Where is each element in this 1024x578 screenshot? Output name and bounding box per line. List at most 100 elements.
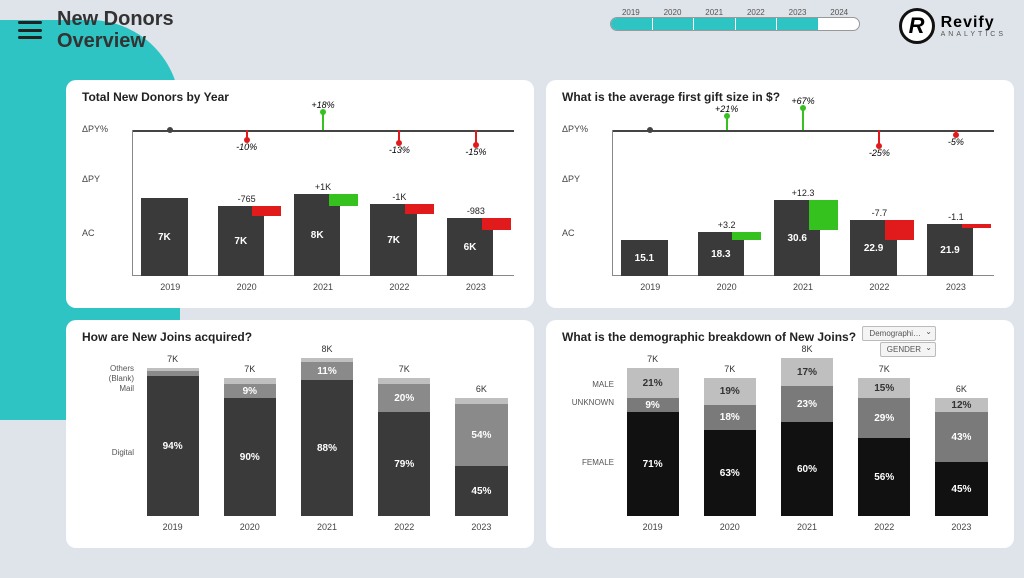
logo-mark: R bbox=[899, 8, 935, 44]
stack-segment: 19% bbox=[704, 378, 756, 405]
delta-abs-label: +12.3 bbox=[792, 188, 815, 198]
delta-abs-label: -7.7 bbox=[872, 208, 888, 218]
slider-segment[interactable] bbox=[653, 18, 695, 30]
delta-pct-label: -15% bbox=[465, 147, 486, 157]
row-label: AC bbox=[562, 228, 575, 238]
bar-value: 30.6 bbox=[787, 233, 806, 244]
chart-column: -15%6K-9832023 bbox=[438, 108, 514, 276]
card-title: Total New Donors by Year bbox=[82, 90, 518, 104]
delta-pct-label: +67% bbox=[791, 96, 814, 106]
brand-sub: ANALYTICS bbox=[941, 31, 1006, 38]
column-total: 7K bbox=[852, 364, 917, 374]
variance-chart-donors: ΔPY%ΔPYAC7K2019-10%7K-7652020+18%8K+1K20… bbox=[82, 108, 518, 294]
x-axis-label: 2023 bbox=[449, 522, 514, 532]
stack-segment: 15% bbox=[858, 378, 910, 398]
x-axis-label: 2021 bbox=[774, 522, 839, 532]
slider-segment[interactable] bbox=[819, 18, 860, 30]
x-axis-label: 2022 bbox=[372, 522, 437, 532]
chart-column: 7K2019 bbox=[132, 108, 208, 276]
legend-label: UNKNOWN bbox=[572, 398, 614, 407]
legend-label: (Blank) bbox=[109, 374, 134, 383]
bar-value: 7K bbox=[387, 235, 400, 246]
delta-abs-label: +1K bbox=[315, 182, 331, 192]
x-axis-label: 2021 bbox=[765, 282, 841, 292]
row-label: AC bbox=[82, 228, 95, 238]
column-total: 8K bbox=[774, 344, 839, 354]
delta-pct-label: -25% bbox=[869, 148, 890, 158]
x-axis-label: 2019 bbox=[140, 522, 205, 532]
column-total: 7K bbox=[140, 354, 205, 364]
column-total: 6K bbox=[449, 384, 514, 394]
delta-pct-label: +18% bbox=[311, 100, 334, 110]
chart-column: 8K60%23%17%2021 bbox=[774, 358, 839, 516]
bar-value: 8K bbox=[311, 230, 324, 241]
column-total: 8K bbox=[294, 344, 359, 354]
x-axis-label: 2023 bbox=[438, 282, 514, 292]
stack-segment: 20% bbox=[378, 384, 430, 412]
stack-segment: 12% bbox=[935, 398, 987, 412]
delta-abs-label: -1K bbox=[392, 192, 406, 202]
stack-segment: 90% bbox=[224, 398, 276, 516]
chart-column: -5%21.9-1.12023 bbox=[918, 108, 994, 276]
row-label: ΔPY bbox=[562, 174, 580, 184]
chart-column: -10%7K-7652020 bbox=[208, 108, 284, 276]
chart-legend: Others(Blank)MailDigital bbox=[82, 358, 138, 516]
chart-column: 7K63%18%19%2020 bbox=[697, 358, 762, 516]
card-title: What is the average first gift size in $… bbox=[562, 90, 998, 104]
bar-value: 6K bbox=[464, 242, 477, 253]
column-total: 7K bbox=[372, 364, 437, 374]
card-avg-first-gift: What is the average first gift size in $… bbox=[546, 80, 1014, 308]
chart-column: 6K45%54%2023 bbox=[449, 358, 514, 516]
x-axis-label: 2021 bbox=[285, 282, 361, 292]
stack-segment: 23% bbox=[781, 386, 833, 422]
slider-year-label: 2019 bbox=[610, 8, 652, 17]
column-total: 7K bbox=[697, 364, 762, 374]
demographic-dropdown[interactable]: Demographi… bbox=[862, 326, 936, 341]
slider-segment[interactable] bbox=[736, 18, 778, 30]
header: New Donors Overview 20192020202120222023… bbox=[0, 0, 1024, 60]
row-label: ΔPY% bbox=[562, 124, 588, 134]
chart-column: 7K90%9%2020 bbox=[217, 358, 282, 516]
x-axis-label: 2023 bbox=[929, 522, 994, 532]
bar-value: 21.9 bbox=[940, 245, 959, 256]
stack-segment: 94% bbox=[147, 376, 199, 516]
menu-icon[interactable] bbox=[18, 21, 42, 39]
column-total: 7K bbox=[620, 354, 685, 364]
stacked-chart-acquisition: Others(Blank)MailDigital7K94%20197K90%9%… bbox=[82, 348, 518, 534]
stack-segment: 88% bbox=[301, 380, 353, 516]
stack-segment: 45% bbox=[455, 466, 507, 516]
legend-label: Mail bbox=[119, 384, 134, 393]
stack-segment: 79% bbox=[378, 412, 430, 516]
row-label: ΔPY% bbox=[82, 124, 108, 134]
row-label: ΔPY bbox=[82, 174, 100, 184]
x-axis-label: 2022 bbox=[361, 282, 437, 292]
stack-segment: 60% bbox=[781, 422, 833, 516]
x-axis-label: 2019 bbox=[132, 282, 208, 292]
slider-segment[interactable] bbox=[777, 18, 819, 30]
legend-label: FEMALE bbox=[582, 458, 614, 467]
x-axis-label: 2022 bbox=[852, 522, 917, 532]
brand-logo: R Revify ANALYTICS bbox=[899, 8, 1006, 44]
slider-year-label: 2023 bbox=[777, 8, 819, 17]
stack-segment: 9% bbox=[627, 398, 679, 412]
card-demographics: What is the demographic breakdown of New… bbox=[546, 320, 1014, 548]
card-title: How are New Joins acquired? bbox=[82, 330, 518, 344]
delta-abs-label: -983 bbox=[467, 206, 485, 216]
variance-chart-gift: ΔPY%ΔPYAC15.12019+21%18.3+3.22020+67%30.… bbox=[562, 108, 998, 294]
stack-segment: 18% bbox=[704, 405, 756, 430]
stack-segment: 45% bbox=[935, 462, 987, 516]
chart-legend: MALEUNKNOWNFEMALE bbox=[562, 358, 618, 516]
column-total: 6K bbox=[929, 384, 994, 394]
slider-year-label: 2021 bbox=[693, 8, 735, 17]
x-axis-label: 2021 bbox=[294, 522, 359, 532]
card-acquisition: How are New Joins acquired? Others(Blank… bbox=[66, 320, 534, 548]
year-range-slider[interactable]: 201920202021202220232024 bbox=[610, 8, 860, 31]
x-axis-label: 2019 bbox=[620, 522, 685, 532]
chart-column: +18%8K+1K2021 bbox=[285, 108, 361, 276]
slider-segment[interactable] bbox=[611, 18, 653, 30]
slider-segment[interactable] bbox=[694, 18, 736, 30]
stack-segment: 29% bbox=[858, 398, 910, 438]
bar-value: 15.1 bbox=[635, 253, 654, 264]
chart-column: 7K94%2019 bbox=[140, 358, 205, 516]
delta-pct-label: -13% bbox=[389, 145, 410, 155]
